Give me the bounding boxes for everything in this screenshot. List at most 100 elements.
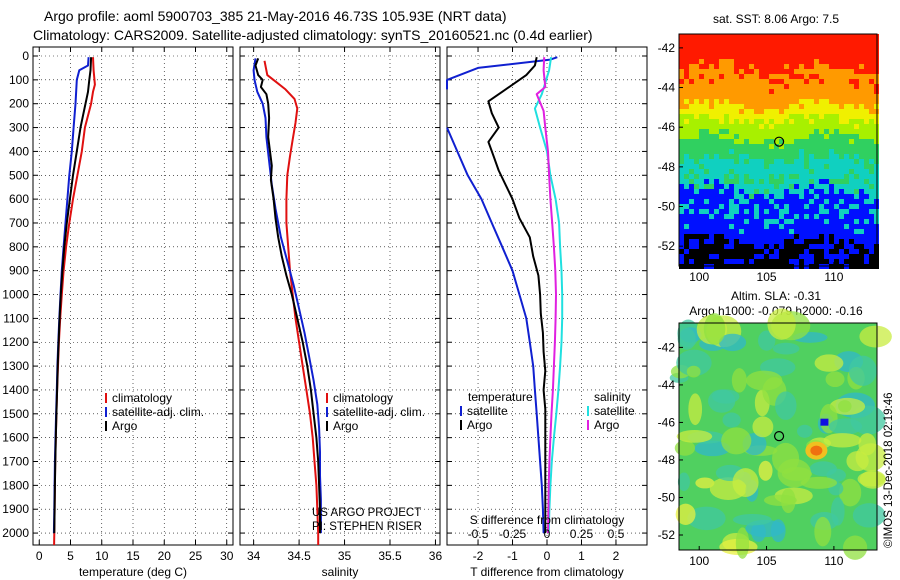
sst-cell	[739, 189, 744, 194]
sst-cell	[844, 49, 849, 54]
sst-cell	[824, 99, 829, 104]
sst-cell	[684, 184, 689, 189]
sst-cell	[694, 69, 699, 74]
sst-cell	[844, 129, 849, 134]
difference-series-satellite	[446, 56, 558, 90]
sst-cell	[814, 154, 819, 159]
sst-cell	[689, 219, 694, 224]
sst-cell	[804, 99, 809, 104]
sst-cell	[704, 179, 709, 184]
sst-cell	[734, 164, 739, 169]
sst-cell	[734, 134, 739, 139]
sst-cell	[689, 149, 694, 154]
sst-cell	[844, 39, 849, 44]
sst-cell	[854, 219, 859, 224]
sst-cell	[764, 169, 769, 174]
sst-cell	[719, 79, 724, 84]
sst-cell	[744, 229, 749, 234]
sla-blob	[797, 424, 813, 438]
sst-cell	[724, 89, 729, 94]
sst-cell	[759, 159, 764, 164]
sst-cell	[849, 89, 854, 94]
sst-cell	[744, 254, 749, 259]
sst-cell	[689, 104, 694, 109]
sst-cell	[769, 144, 774, 149]
sst-cell	[844, 229, 849, 234]
sst-cell	[844, 139, 849, 144]
sst-cell	[694, 109, 699, 114]
sst-cell	[689, 194, 694, 199]
salinity-frame	[239, 46, 441, 546]
sst-cell	[849, 34, 854, 39]
sst-cell	[864, 134, 869, 139]
sst-cell	[789, 124, 794, 129]
sst-map-y-tick-label: -46	[658, 120, 676, 134]
sst-cell	[749, 99, 754, 104]
sst-cell	[819, 114, 824, 119]
sst-cell	[699, 239, 704, 244]
sst-cell	[684, 104, 689, 109]
sst-cell	[764, 54, 769, 59]
sst-cell	[789, 219, 794, 224]
sst-cell	[849, 69, 854, 74]
sst-cell	[864, 119, 869, 124]
sst-cell	[764, 229, 769, 234]
sst-cell	[834, 169, 839, 174]
sst-cell	[739, 119, 744, 124]
sst-cell	[764, 184, 769, 189]
sst-cell	[834, 64, 839, 69]
sla-low-spot	[820, 418, 829, 426]
sst-cell	[854, 259, 859, 264]
sst-cell	[824, 124, 829, 129]
sst-cell	[689, 174, 694, 179]
sst-cell	[729, 174, 734, 179]
sst-cell	[809, 44, 814, 49]
sst-cell	[679, 89, 684, 94]
sst-cell	[749, 214, 754, 219]
sst-cell	[689, 214, 694, 219]
sst-cell	[764, 149, 769, 154]
sst-cell	[774, 139, 779, 144]
sst-cell	[689, 49, 694, 54]
sst-cell	[789, 229, 794, 234]
sst-cell	[694, 149, 699, 154]
depth-tick-label: 0	[22, 49, 29, 63]
sst-cell	[794, 104, 799, 109]
sst-cell	[854, 39, 859, 44]
sst-cell	[799, 44, 804, 49]
sst-cell	[794, 34, 799, 39]
sst-cell	[849, 169, 854, 174]
sst-cell	[684, 39, 689, 44]
sst-cell	[739, 39, 744, 44]
sst-cell	[819, 184, 824, 189]
sst-cell	[814, 244, 819, 249]
sst-cell	[804, 119, 809, 124]
sst-cell	[854, 54, 859, 59]
depth-tick-label: 1600	[2, 431, 29, 445]
sst-cell	[769, 239, 774, 244]
sst-cell	[684, 254, 689, 259]
sst-cell	[709, 44, 714, 49]
sst-cell	[744, 49, 749, 54]
sst-cell	[819, 124, 824, 129]
sst-cell	[859, 109, 864, 114]
sst-cell	[814, 149, 819, 154]
sst-cell	[759, 64, 764, 69]
difference-s-axis-label: S difference from climatology	[470, 513, 625, 527]
depth-tick-label: 300	[9, 121, 29, 135]
sst-cell	[729, 189, 734, 194]
sst-cell	[844, 169, 849, 174]
sst-cell	[759, 229, 764, 234]
sst-cell	[774, 39, 779, 44]
sst-cell	[684, 129, 689, 134]
sst-cell	[749, 194, 754, 199]
sst-cell	[719, 154, 724, 159]
sst-cell	[709, 39, 714, 44]
legend-entry: Argo	[467, 418, 493, 432]
sst-cell	[859, 44, 864, 49]
sst-cell	[859, 59, 864, 64]
sst-cell	[834, 254, 839, 259]
sst-cell	[694, 64, 699, 69]
sst-cell	[854, 189, 859, 194]
sst-cell	[749, 259, 754, 264]
